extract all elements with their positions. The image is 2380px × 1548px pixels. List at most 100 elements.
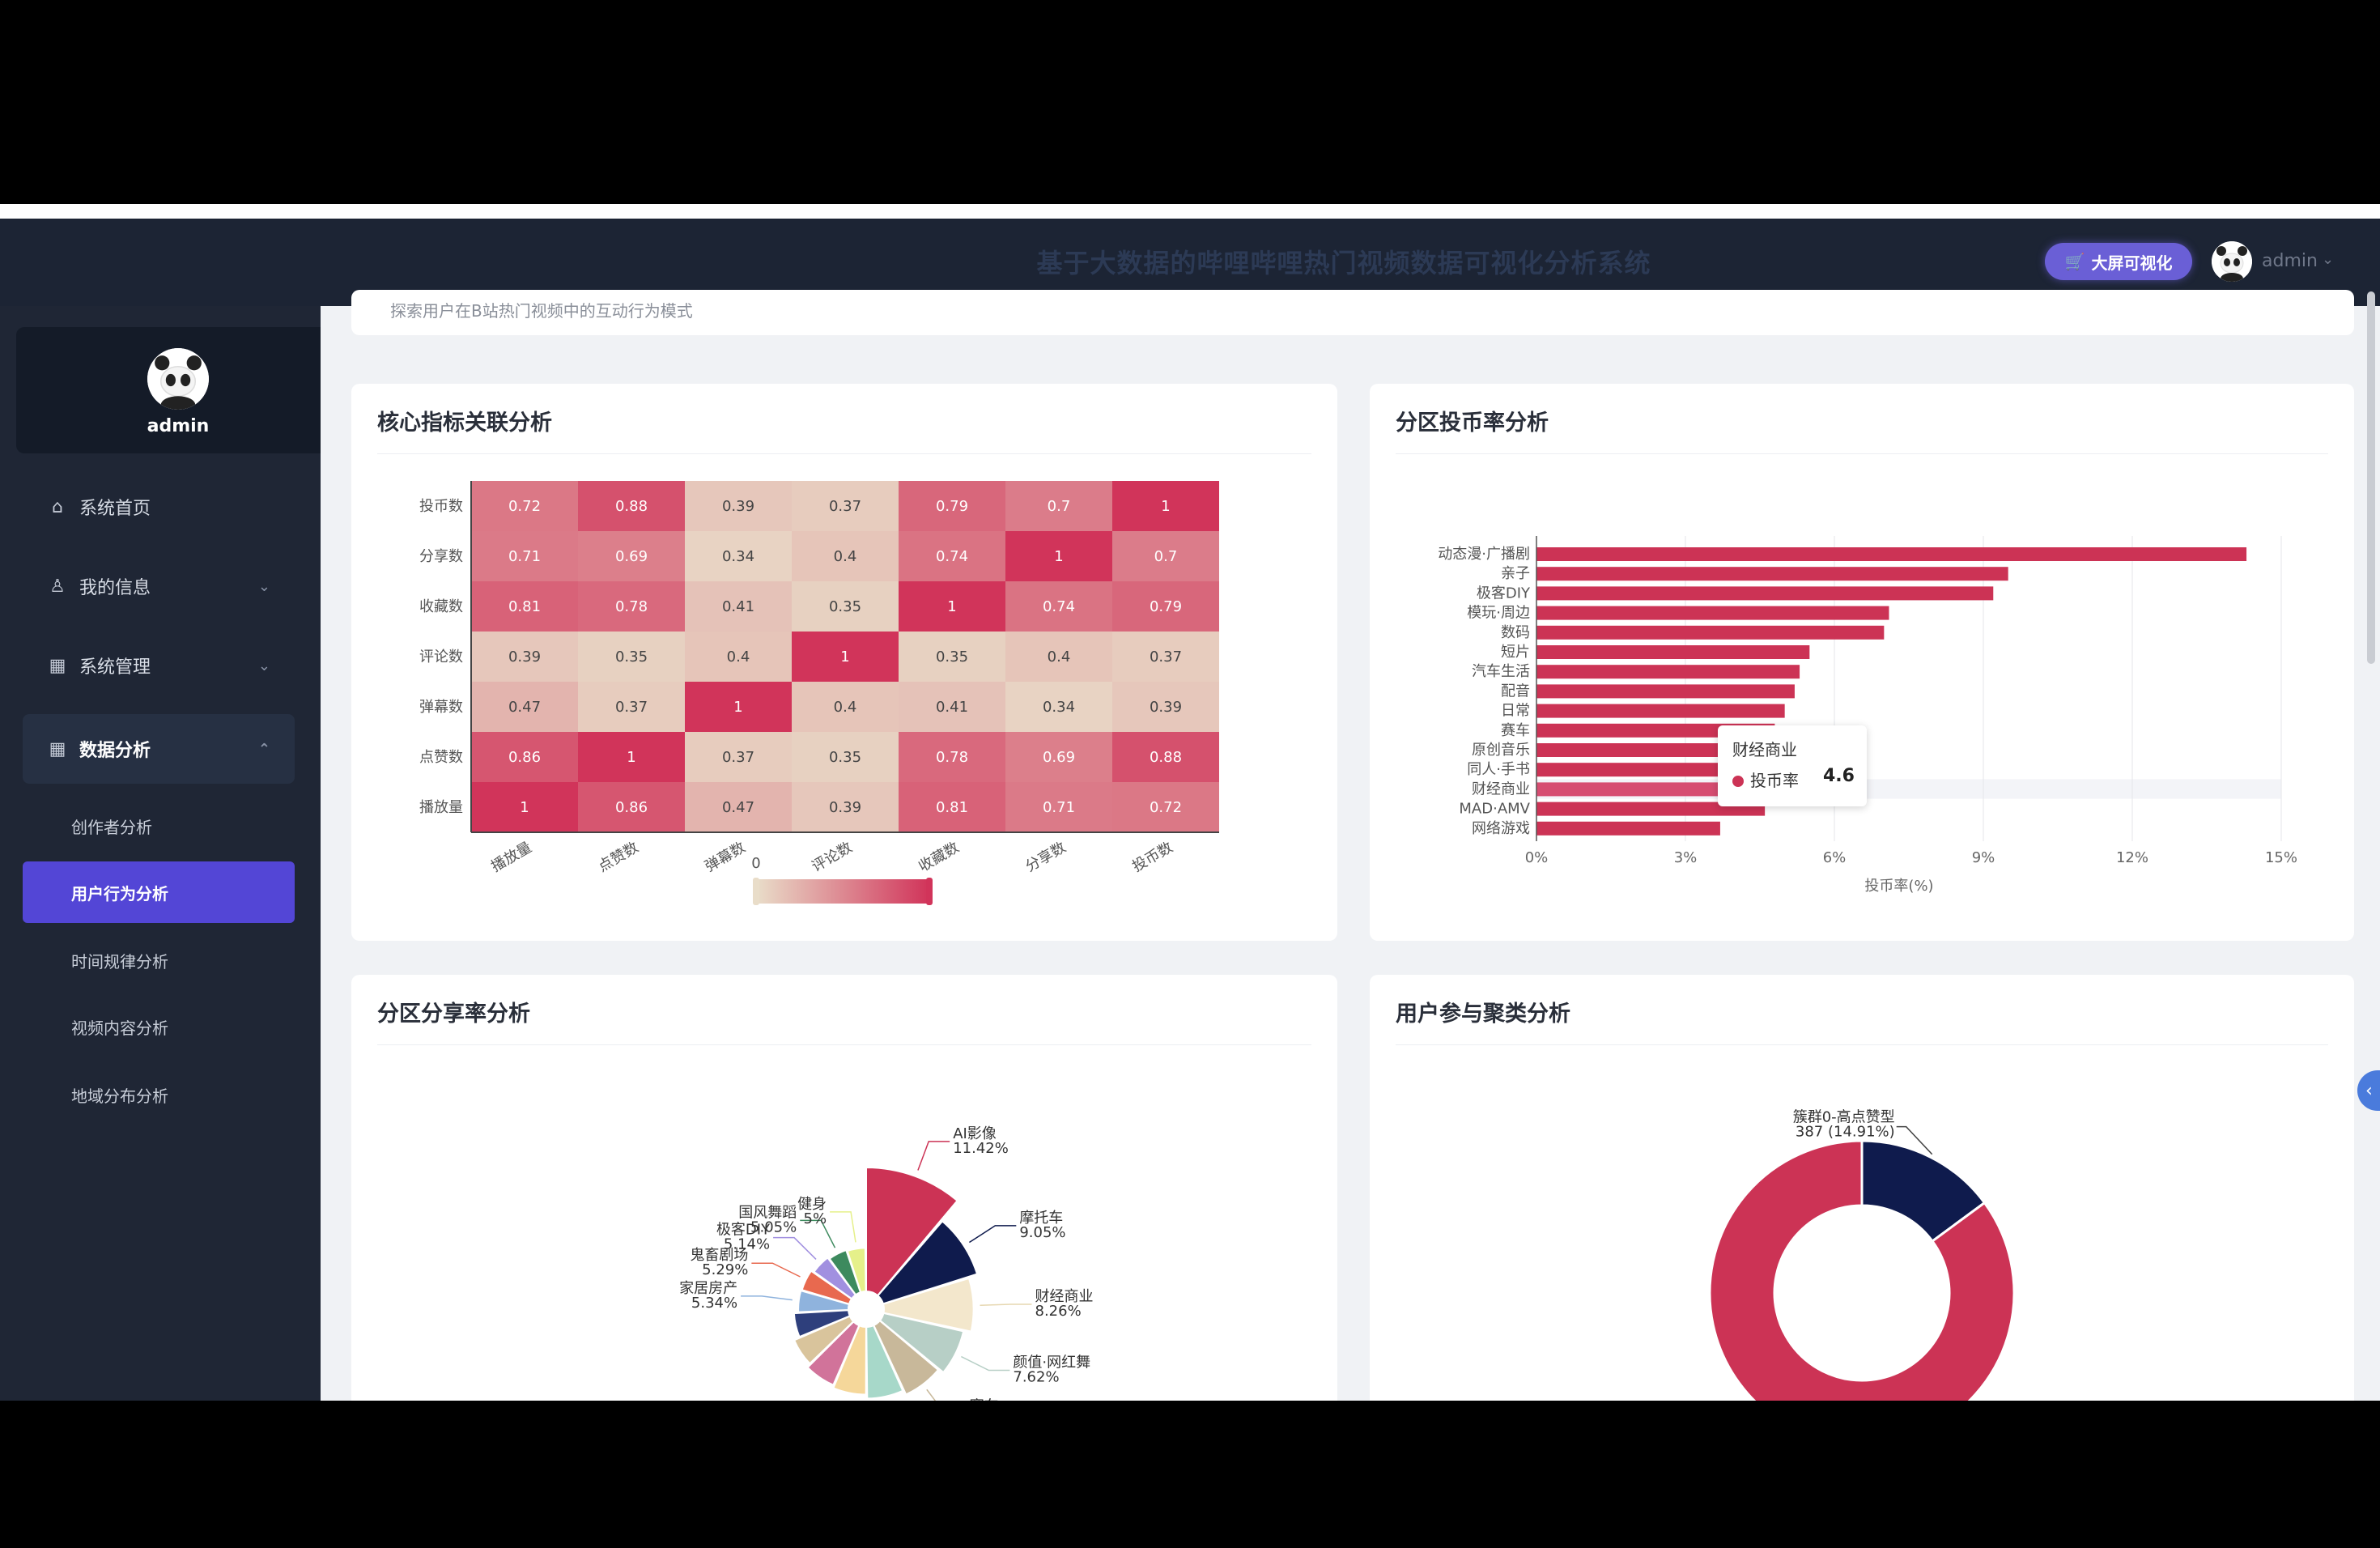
heatmap-x-label: 收藏数 (916, 839, 962, 875)
tooltip-series-marker (1732, 776, 1744, 787)
chevron-down-icon: ⌄ (257, 657, 270, 674)
rose-slice-name: 摩托车 (1019, 1210, 1063, 1227)
heatmap-cell (1112, 531, 1219, 581)
heatmap-cell (578, 732, 685, 782)
avatar (147, 348, 209, 410)
heatmap-cell-value: 0.7 (1048, 498, 1071, 515)
bar-category-label: 亲子 (1501, 565, 1530, 582)
bar (1536, 567, 2008, 581)
heatmap-cell-value: 0.4 (834, 548, 857, 565)
heatmap-cell-value: 0.39 (829, 799, 861, 816)
rose-slice-percent: 11.42% (953, 1140, 1009, 1157)
bar (1536, 704, 1785, 718)
bar-x-tick: 6% (1823, 849, 1847, 866)
bigscreen-button[interactable]: 🛒 大屏可视化 (2045, 243, 2192, 280)
heatmap-cell (1112, 581, 1219, 632)
rose-slice (806, 1320, 861, 1386)
card-divider (377, 453, 1311, 454)
chevron-down-icon[interactable]: ⌄ (2322, 251, 2335, 268)
heatmap-cell-value: 0.37 (829, 498, 861, 515)
rose-slice-name: 家居房产 (679, 1280, 737, 1297)
heatmap-y-label: 点赞数 (419, 749, 463, 766)
heatmap-cell (471, 632, 578, 682)
heatmap-cell-value: 0.78 (615, 598, 648, 615)
avatar[interactable] (2212, 241, 2252, 282)
bar-x-tick: 12% (2116, 849, 2148, 866)
bar-category-label: 网络游戏 (1472, 820, 1530, 837)
window-top-edge (0, 204, 2380, 219)
heatmap-cell (685, 782, 792, 832)
sidebar-subitem-label: 视频内容分析 (71, 1018, 168, 1038)
bar-category-label: 模玩·周边 (1467, 605, 1530, 622)
heatmap-y-label: 投币数 (419, 498, 463, 515)
sidebar-subitem-region-distribution[interactable]: 地域分布分析 (23, 1064, 295, 1125)
heatmap-cell-value: 0.88 (615, 498, 648, 515)
heatmap-cell (685, 481, 792, 531)
rose-slice (865, 1166, 958, 1297)
rose-slice-name: 赛车 (970, 1398, 999, 1401)
heatmap-cell (685, 682, 792, 732)
rose-slice (872, 1319, 940, 1396)
grid-icon: ▦ (49, 655, 66, 676)
heatmap-x-label: 分享数 (1022, 839, 1069, 875)
sidebar-item-my-info[interactable]: ♙ 我的信息 ⌄ (23, 554, 295, 619)
rose-slice (882, 1277, 975, 1333)
sidebar-subitem-creator-analysis[interactable]: 创作者分析 (23, 795, 295, 857)
heatmap-cell (792, 782, 899, 832)
sidebar-item-home[interactable]: ⌂ 系统首页 (23, 474, 295, 539)
heatmap-cell-value: 1 (520, 799, 529, 816)
rose-slice-name: 颜值·网红舞 (1013, 1354, 1090, 1372)
visual-map-min-label: 0 (751, 855, 760, 872)
rose-slice (813, 1257, 857, 1300)
sidebar-item-system-management[interactable]: ▦ 系统管理 ⌄ (23, 633, 295, 698)
main-content: 探索用户在B站热门视频中的互动行为模式 核心指标关联分析 投币数 0.72 0.88… (321, 290, 2380, 1401)
card-divider (1396, 1044, 2328, 1045)
heatmap-cell (1005, 531, 1112, 581)
vertical-scrollbar[interactable] (2367, 291, 2375, 664)
donut-slice-label: 387 (14.91%) (1796, 1124, 1895, 1141)
sidebar-subitem-label: 创作者分析 (71, 817, 152, 837)
heatmap-cell (471, 782, 578, 832)
tooltip-series-name: 投币率 (1750, 771, 1799, 790)
rose-slice (878, 1312, 965, 1374)
heatmap-y-label: 收藏数 (419, 598, 463, 615)
heatmap-cell (1005, 632, 1112, 682)
heatmap-y-label: 弹幕数 (419, 699, 463, 716)
bar (1536, 802, 1766, 816)
heatmap-cell (1112, 732, 1219, 782)
heatmap-cell-value: 1 (840, 649, 849, 666)
bar-category-label: MAD·AMV (1459, 801, 1530, 818)
heatmap-cell (1005, 732, 1112, 782)
heatmap-cell-value: 0.86 (508, 749, 541, 766)
heatmap-cell-value: 0.4 (834, 699, 857, 716)
heatmap-cell-value: 0.72 (508, 498, 541, 515)
card-divider (377, 1044, 1311, 1045)
sidebar-subitem-label: 用户行为分析 (71, 883, 168, 904)
heatmap-y-label: 分享数 (419, 548, 463, 565)
visual-map-handle-min (753, 878, 759, 905)
rose-label-line (961, 1355, 1010, 1372)
rose-label-line (926, 1389, 937, 1401)
heatmap-cell-value: 0.47 (722, 799, 754, 816)
heatmap-cell-value: 0.71 (1043, 799, 1075, 816)
heatmap-cell (1112, 632, 1219, 682)
sidebar-subitem-user-behavior[interactable]: 用户行为分析 (23, 861, 295, 923)
heatmap-cell (685, 632, 792, 682)
sidebar-item-data-analysis[interactable]: ▦ 数据分析 ⌃ (23, 714, 295, 784)
rose-label-line (751, 1262, 801, 1278)
rose-slice-percent: 8.26% (1035, 1303, 1082, 1320)
rose-label-line (773, 1236, 817, 1260)
header-username[interactable]: admin (2262, 251, 2318, 271)
bar (1536, 684, 1795, 699)
heatmap-x-label: 投币数 (1129, 839, 1175, 875)
heatmap-cell (1112, 782, 1219, 832)
sidebar-subitem-video-content[interactable]: 视频内容分析 (23, 996, 295, 1057)
app-window: 基于大数据的哔哩哔哩热门视频数据可视化分析系统 🛒 大屏可视化 admin ⌄ (0, 219, 2380, 1401)
sidebar-subitem-time-pattern[interactable]: 时间规律分析 (23, 929, 295, 991)
sidebar-subitem-label: 地域分布分析 (71, 1086, 168, 1106)
heatmap-cell-value: 0.81 (936, 799, 968, 816)
